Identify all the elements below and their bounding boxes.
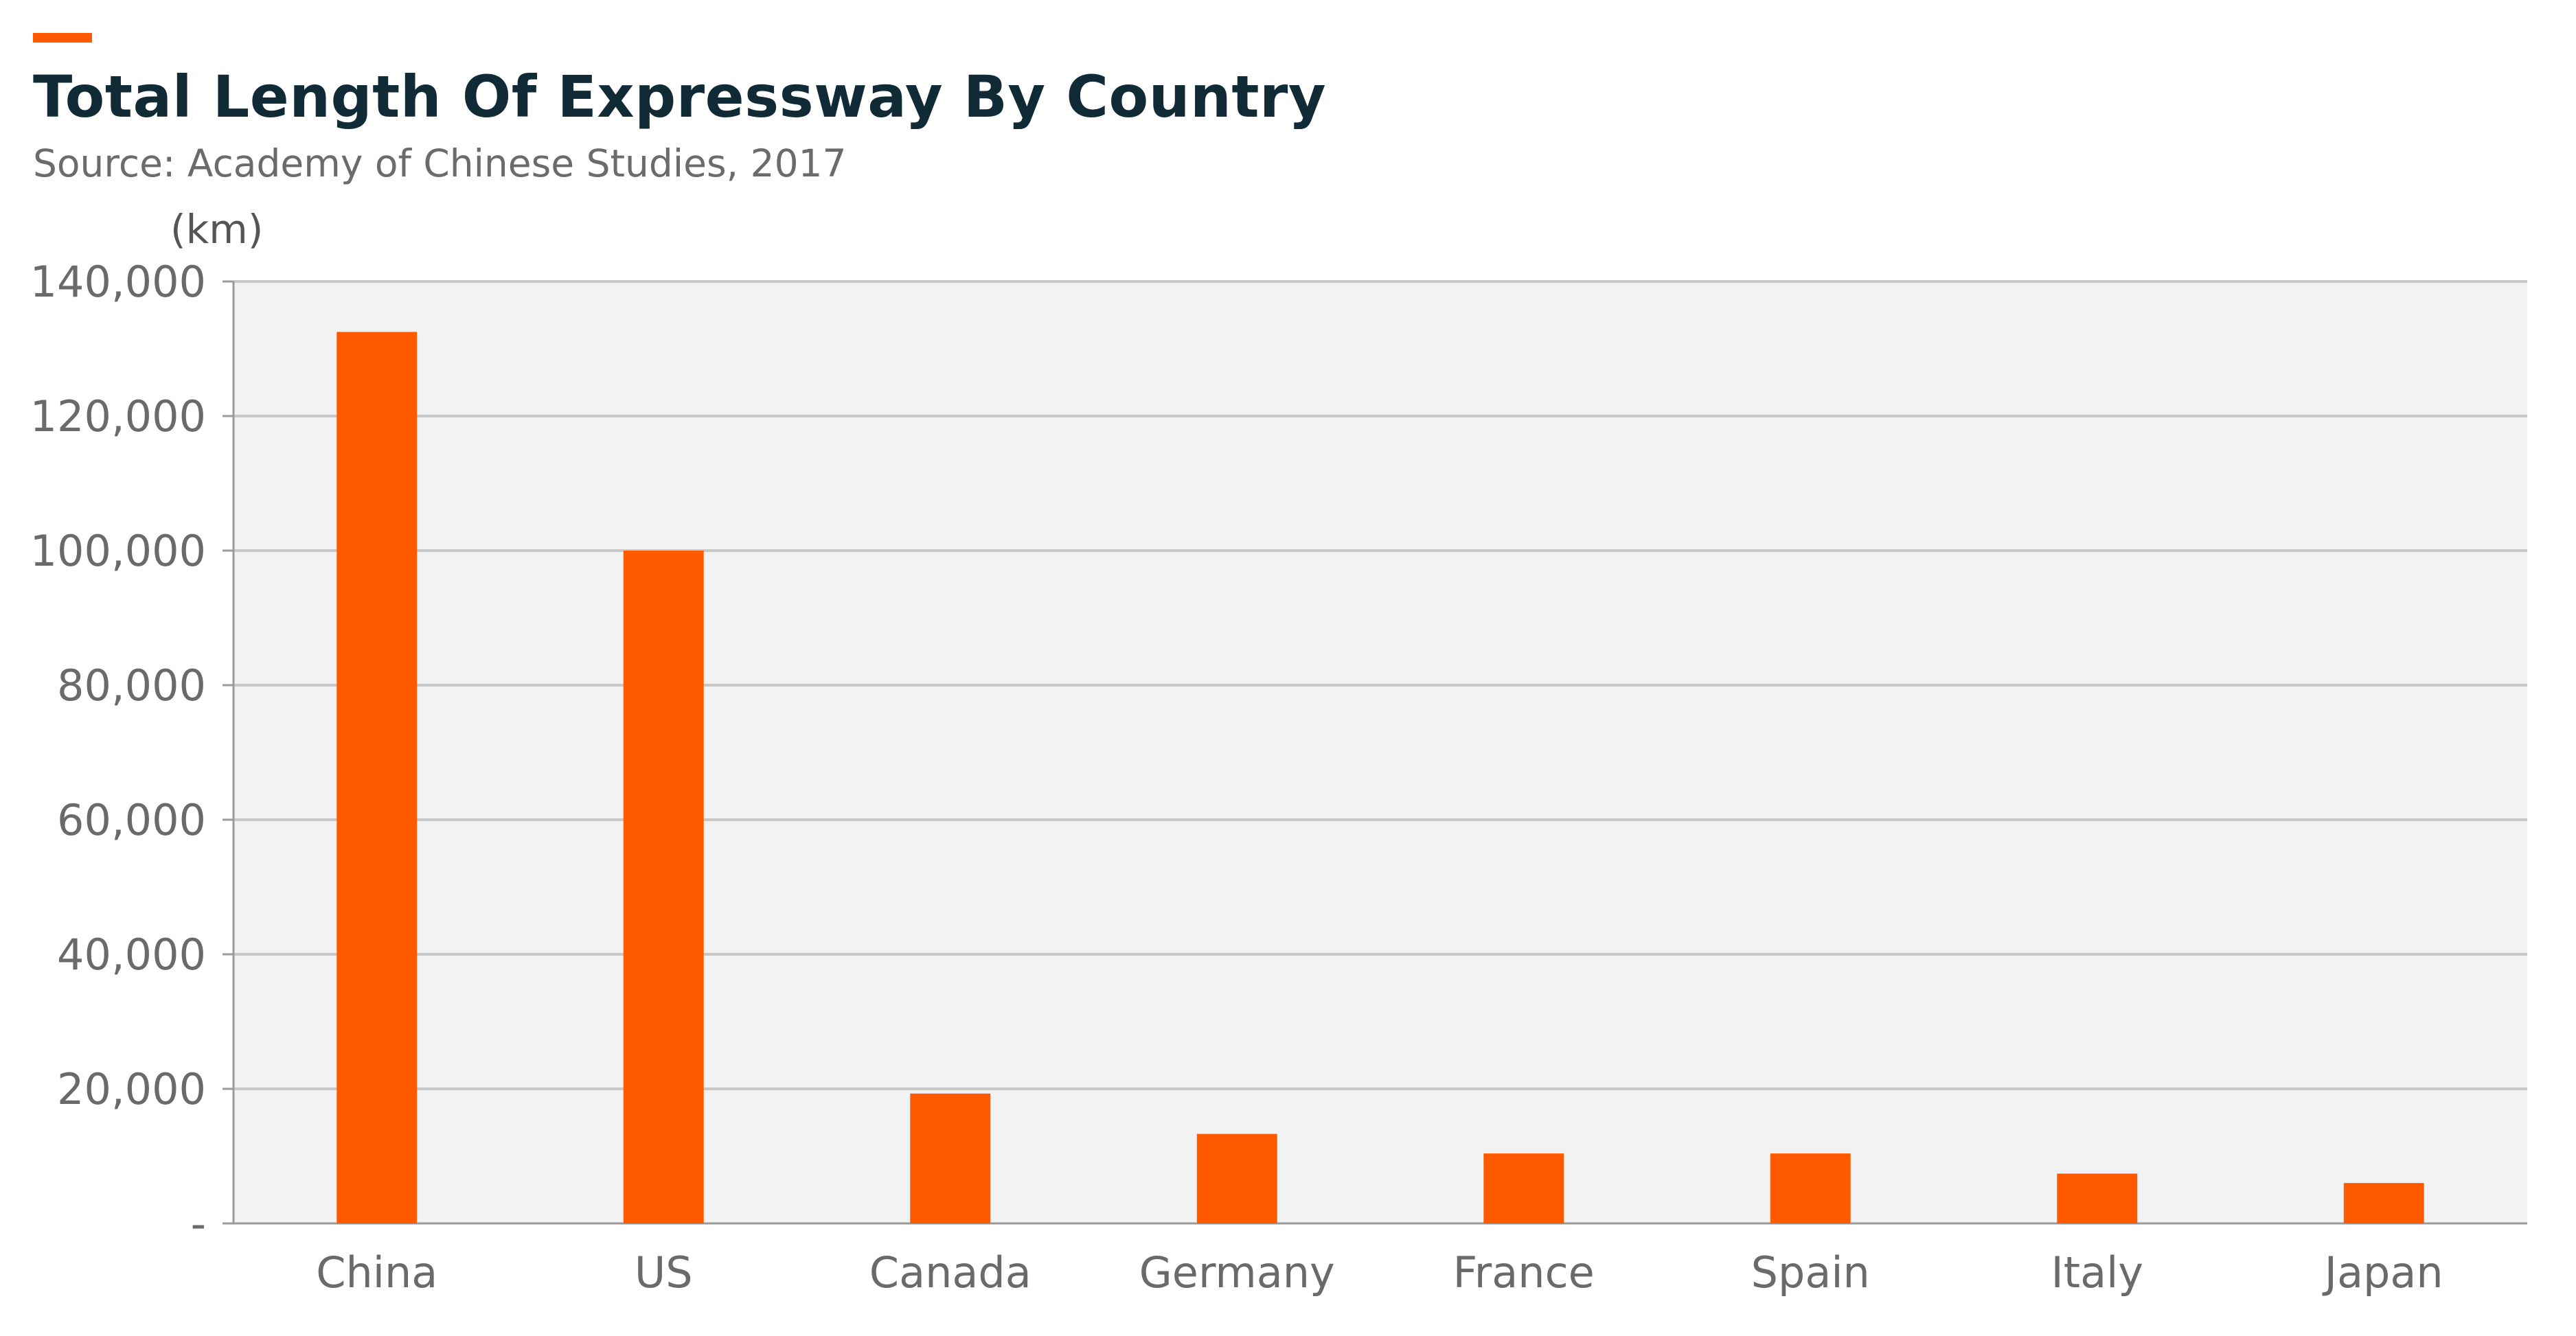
x-tick-label: Canada: [869, 1247, 1031, 1298]
y-axis-unit-label: (km): [170, 206, 264, 253]
bar-japan: [2343, 1183, 2424, 1223]
accent-bar: [33, 33, 92, 43]
y-tick-label: 140,000: [30, 257, 206, 307]
chart-title: Total Length Of Expressway By Country: [33, 63, 1327, 130]
bar-us: [623, 551, 704, 1223]
x-tick-label: France: [1453, 1247, 1595, 1298]
x-tick-label: Italy: [2051, 1247, 2143, 1298]
y-tick-label: 100,000: [30, 526, 206, 576]
x-tick-label: China: [316, 1247, 437, 1298]
plot-background: [233, 281, 2527, 1223]
bar-france: [1483, 1153, 1564, 1223]
chart-subtitle: Source: Academy of Chinese Studies, 2017: [33, 141, 847, 185]
x-tick-label: Spain: [1751, 1247, 1870, 1298]
x-tick-label: US: [635, 1247, 693, 1298]
x-tick-label: Germany: [1139, 1247, 1335, 1298]
y-tick-label: 40,000: [57, 930, 206, 980]
y-tick-label: 20,000: [57, 1064, 206, 1114]
x-tick-label: Japan: [2322, 1247, 2443, 1298]
bar-spain: [1770, 1153, 1851, 1223]
bar-china: [337, 332, 418, 1223]
bar-canada: [910, 1093, 991, 1223]
plot-area: - 20,000 40,000 60,000 80,000 100,000 120,000 1…: [30, 257, 2527, 1298]
bar-italy: [2057, 1173, 2138, 1223]
y-tick-label: -: [191, 1199, 206, 1249]
y-tick-label: 80,000: [57, 660, 206, 711]
bar-germany: [1196, 1133, 1277, 1223]
y-tick-label: 120,000: [30, 391, 206, 441]
y-tick-label: 60,000: [57, 795, 206, 845]
